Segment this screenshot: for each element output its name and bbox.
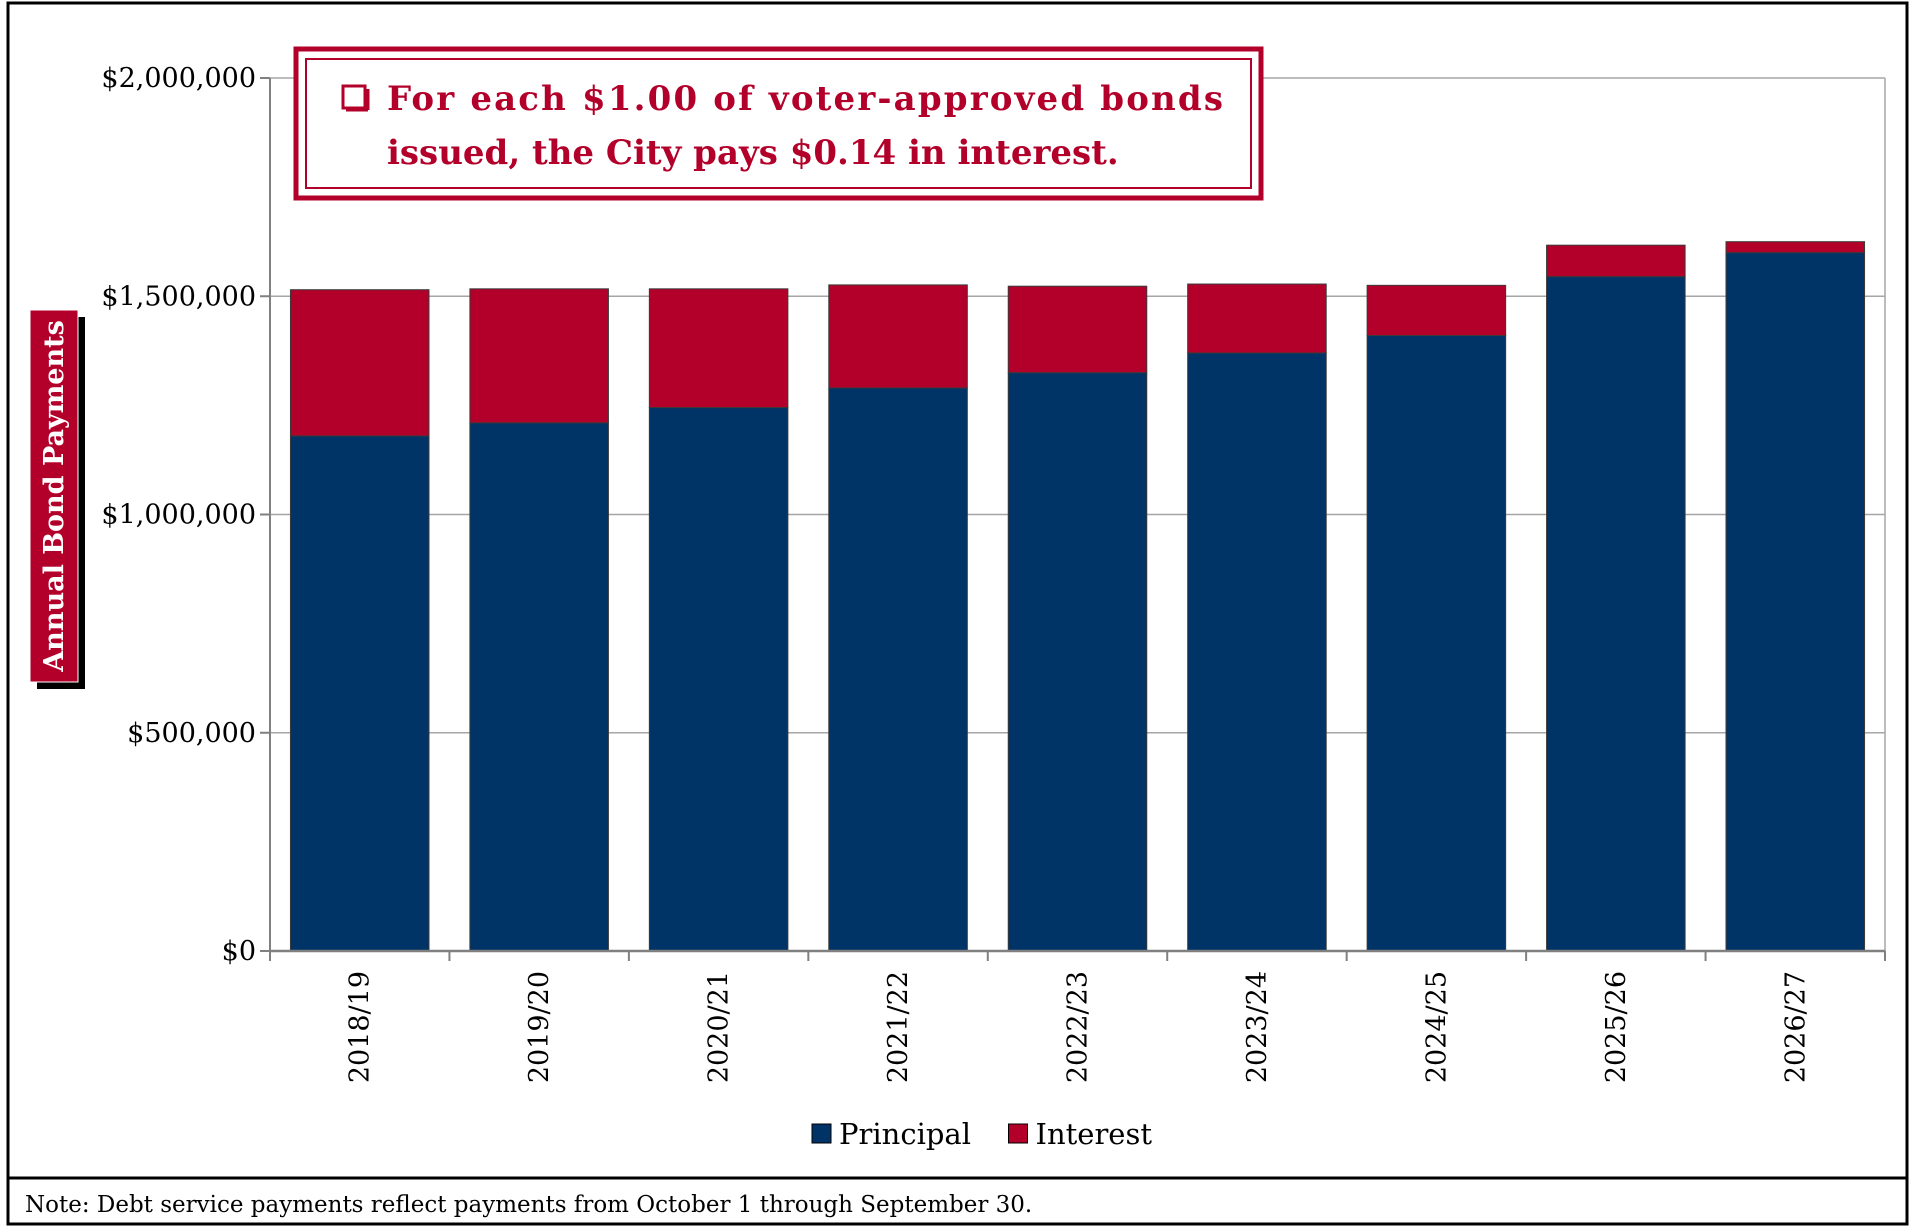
legend-label-interest: Interest <box>1036 1117 1153 1151</box>
bar-principal-2019-20 <box>469 422 609 952</box>
y-axis-label-background <box>29 309 79 683</box>
callout-line-2: issued, the City pays $0.14 in interest. <box>387 133 1119 173</box>
checkbox-bullet-icon <box>341 84 370 112</box>
y-tick-label: $1,500,000 <box>101 281 256 312</box>
y-axis-label-box: Annual Bond Payments <box>29 309 85 689</box>
bar-principal-2026-27 <box>1725 252 1866 952</box>
bar-interest-2024-25 <box>1366 284 1507 337</box>
callout-box: For each $1.00 of voter-approved bonds i… <box>293 46 1264 201</box>
callout-line-1: For each $1.00 of voter-approved bonds <box>387 79 1223 119</box>
callout-inner-border <box>305 58 1252 189</box>
x-tick-label: 2019/20 <box>524 971 555 1083</box>
bar-principal-2018-19 <box>289 435 430 952</box>
bar-principal-2022-23 <box>1007 372 1148 952</box>
y-tick-label: $1,000,000 <box>101 500 256 531</box>
legend-swatch-interest <box>1008 1123 1028 1144</box>
bar-interest-2025-26 <box>1546 244 1686 278</box>
bar-interest-2020-21 <box>648 288 789 409</box>
legend-label-principal: Principal <box>839 1117 971 1151</box>
x-tick-label: 2026/27 <box>1780 971 1811 1083</box>
x-axis <box>269 949 1886 961</box>
bar-interest-2026-27 <box>1725 241 1866 254</box>
bar-principal-2020-21 <box>648 407 789 952</box>
bar-principal-2024-25 <box>1366 335 1507 952</box>
y-tick-label: $2,000,000 <box>101 63 256 94</box>
x-tick-label: 2018/19 <box>345 971 376 1083</box>
bar-principal-2021-22 <box>828 387 968 952</box>
x-tick-label: 2025/26 <box>1601 971 1632 1083</box>
bar-principal-2023-24 <box>1187 352 1327 952</box>
y-axis-label: Annual Bond Payments <box>39 320 70 673</box>
y-tick-label: $0 <box>222 936 256 967</box>
x-tick-label: 2021/22 <box>883 971 914 1083</box>
y-tick-label: $500,000 <box>127 718 256 749</box>
bar-interest-2022-23 <box>1007 285 1148 374</box>
bar-principal-2025-26 <box>1546 276 1686 952</box>
x-tick-labels: 2018/19 2019/20 2020/21 2021/22 2022/23 2023/… <box>345 971 1812 1083</box>
y-axis-ticks: $0 $500,000 $1,000,000 $1,500,000 $2,000,000 <box>101 63 270 967</box>
outer-border <box>6 1 1909 1226</box>
bar-interest-2023-24 <box>1187 283 1327 354</box>
x-tick-label: 2024/25 <box>1421 971 1452 1083</box>
x-tick-label: 2020/21 <box>704 971 735 1083</box>
bar-interest-2018-19 <box>289 289 430 437</box>
bars <box>289 241 1866 952</box>
x-tick-label: 2023/24 <box>1242 971 1273 1083</box>
x-tick-label: 2022/23 <box>1063 971 1094 1083</box>
callout-outer-border <box>293 46 1264 201</box>
footnote: Note: Debt service payments reflect paym… <box>25 1192 1032 1218</box>
bar-interest-2019-20 <box>469 288 609 424</box>
legend-swatch-principal <box>811 1123 832 1144</box>
legend: Principal Interest <box>811 1117 1153 1151</box>
bar-interest-2021-22 <box>828 284 968 389</box>
